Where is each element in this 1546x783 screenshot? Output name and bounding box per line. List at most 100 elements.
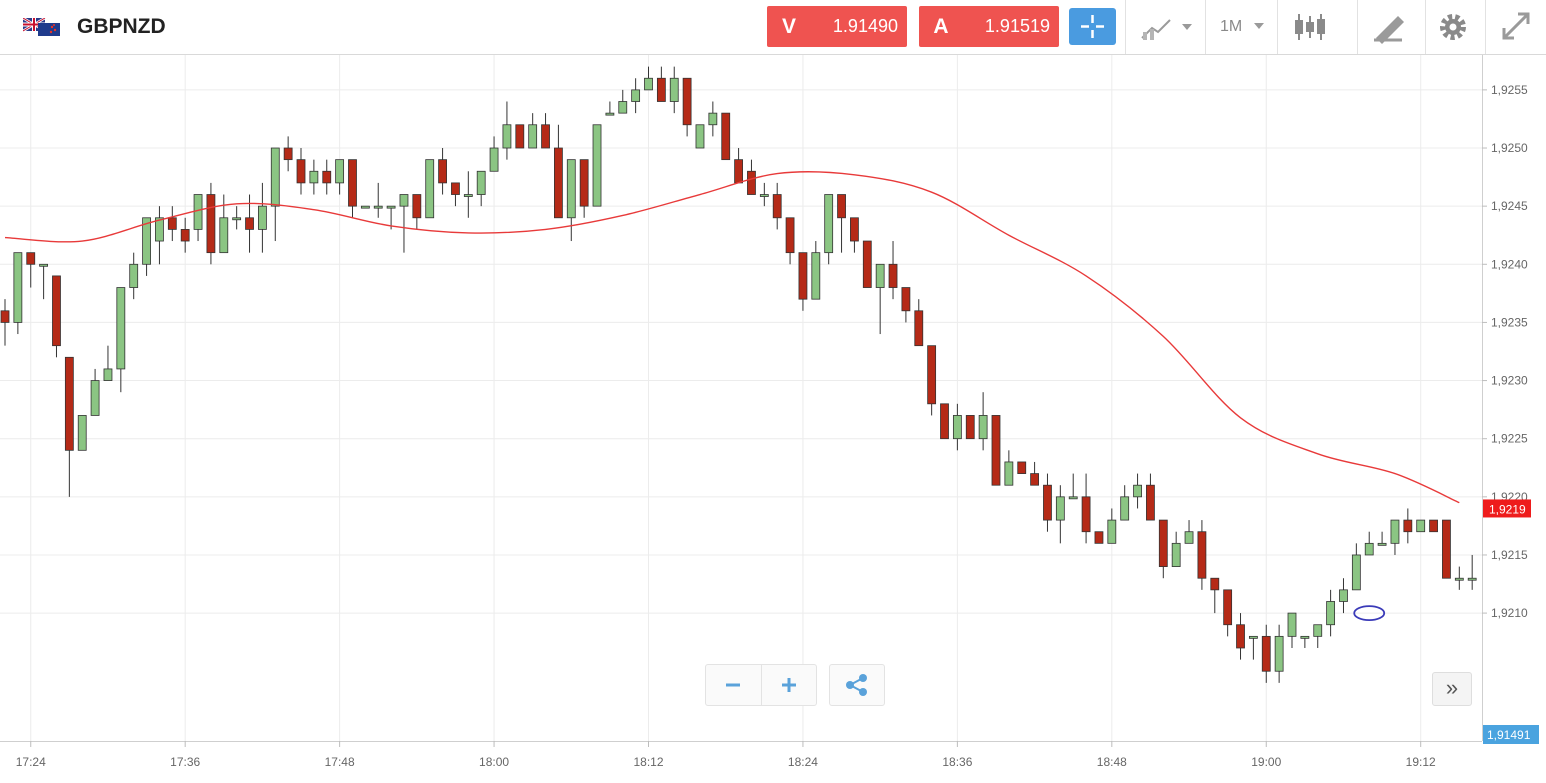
scroll-right-button[interactable]: » (1432, 672, 1472, 706)
candle-bullish (463, 194, 473, 197)
candle-bearish (1158, 519, 1168, 567)
crosshair-icon (1081, 15, 1104, 38)
candle-bullish (669, 77, 679, 102)
candle-bearish (1429, 519, 1438, 533)
y-tick-label: 1,9235 (1491, 315, 1528, 329)
candle-bullish (360, 205, 370, 209)
candle-bullish (1377, 542, 1387, 546)
candle-bearish (541, 124, 550, 149)
plus-icon (782, 678, 796, 692)
candle-bullish (1184, 531, 1194, 544)
candle-bearish (322, 170, 332, 184)
candle-bullish (1351, 554, 1361, 591)
candle-bearish (965, 415, 975, 440)
candle-bullish (155, 217, 164, 242)
candle-bearish (0, 310, 10, 323)
candle-bullish (502, 124, 512, 149)
x-tick-label: 18:24 (788, 755, 818, 769)
buy-price: 1.91519 (984, 16, 1050, 36)
y-tick-label: 1,9215 (1491, 548, 1528, 562)
symbol-title: GBPNZD (77, 15, 166, 38)
candle-bearish (412, 194, 422, 219)
candle-bullish (1171, 542, 1181, 567)
candle-bearish (721, 112, 731, 161)
candle-bullish (1120, 496, 1130, 521)
sell-button[interactable]: V 1.91490 (767, 6, 907, 47)
x-tick-label: 18:12 (633, 755, 663, 769)
candle-bullish (90, 380, 100, 416)
candle-bearish (1223, 589, 1233, 626)
candle-bullish (476, 170, 486, 195)
gear-icon (1440, 14, 1466, 40)
candle-bullish (644, 77, 653, 91)
candle-bearish (991, 415, 1001, 486)
y-tick-label: 1,9225 (1491, 432, 1528, 446)
timeframe-selector[interactable]: 1M (1205, 0, 1278, 54)
x-tick-label: 17:48 (325, 755, 355, 769)
zoom-out-button[interactable] (706, 665, 760, 705)
y-tick-label: 1,9245 (1491, 199, 1528, 213)
candle-bullish (1390, 519, 1400, 544)
candle-bullish (219, 217, 229, 254)
candles-icon (1295, 14, 1325, 40)
candle-bullish (193, 194, 203, 230)
candle-bullish (309, 170, 319, 184)
candle-bullish (257, 205, 267, 230)
candle-bullish (1454, 577, 1464, 581)
candle-bearish (747, 170, 756, 195)
draw-button[interactable] (1357, 0, 1426, 54)
candles-button[interactable] (1277, 0, 1358, 54)
candle-bearish (579, 159, 589, 207)
candle-bearish (940, 403, 949, 440)
chevron-down-icon (1254, 23, 1264, 29)
candle-bearish (64, 356, 74, 451)
share-button[interactable] (829, 664, 885, 706)
y-tick-label: 1,9230 (1491, 374, 1528, 388)
candle-bullish (875, 263, 885, 288)
crosshair-button[interactable] (1069, 8, 1116, 45)
fullscreen-button[interactable] (1485, 0, 1546, 54)
uk-nz-flag-icon (23, 18, 60, 36)
fullscreen-icon (1502, 12, 1530, 40)
chart-type-button[interactable] (1125, 0, 1206, 54)
candle-bearish (451, 182, 460, 195)
candle-bullish (631, 89, 641, 102)
candle-bullish (759, 194, 769, 197)
y-tick-label: 1,9210 (1491, 606, 1528, 620)
current-price-label: 1,9219 (1489, 502, 1526, 516)
candle-bullish (335, 159, 345, 184)
current-price-badge (1483, 499, 1531, 518)
buy-button[interactable]: A 1.91519 (919, 6, 1059, 47)
candle-bullish (1339, 589, 1348, 602)
candle-bullish (1416, 519, 1426, 533)
candle-bullish (116, 287, 126, 370)
candle-bearish (1442, 519, 1451, 579)
candle-bullish (618, 101, 628, 114)
candle-bullish (528, 124, 538, 149)
candle-bullish (605, 112, 615, 116)
sell-price: 1.91490 (832, 16, 898, 36)
x-tick-label: 18:48 (1097, 755, 1127, 769)
zoom-in-button[interactable] (761, 665, 816, 705)
candle-bullish (373, 205, 383, 209)
minus-icon (726, 683, 740, 687)
candle-bearish (1261, 635, 1271, 672)
sell-label: V (781, 14, 796, 38)
settings-button[interactable] (1425, 0, 1486, 54)
candlestick-chart[interactable]: 1,9255 1,9250 1,9245 1,9240 1,9235 1,9230 1,92… (0, 55, 1546, 783)
candle-bearish (772, 194, 782, 219)
candle-bearish (914, 310, 924, 347)
candle-bearish (438, 159, 447, 184)
candle-bearish (515, 124, 525, 149)
chart-type-icon (1141, 19, 1192, 40)
candle-bullish (1004, 461, 1014, 486)
candle-bearish (1094, 531, 1104, 544)
candle-bullish (708, 112, 718, 126)
candle-bearish (927, 345, 937, 405)
x-tick-label: 19:12 (1406, 755, 1436, 769)
candle-bullish (103, 368, 113, 381)
candle-bullish (129, 263, 139, 288)
candle-bearish (1081, 496, 1091, 533)
x-tick-label: 18:00 (479, 755, 509, 769)
timeframe-label: 1M (1220, 18, 1243, 35)
